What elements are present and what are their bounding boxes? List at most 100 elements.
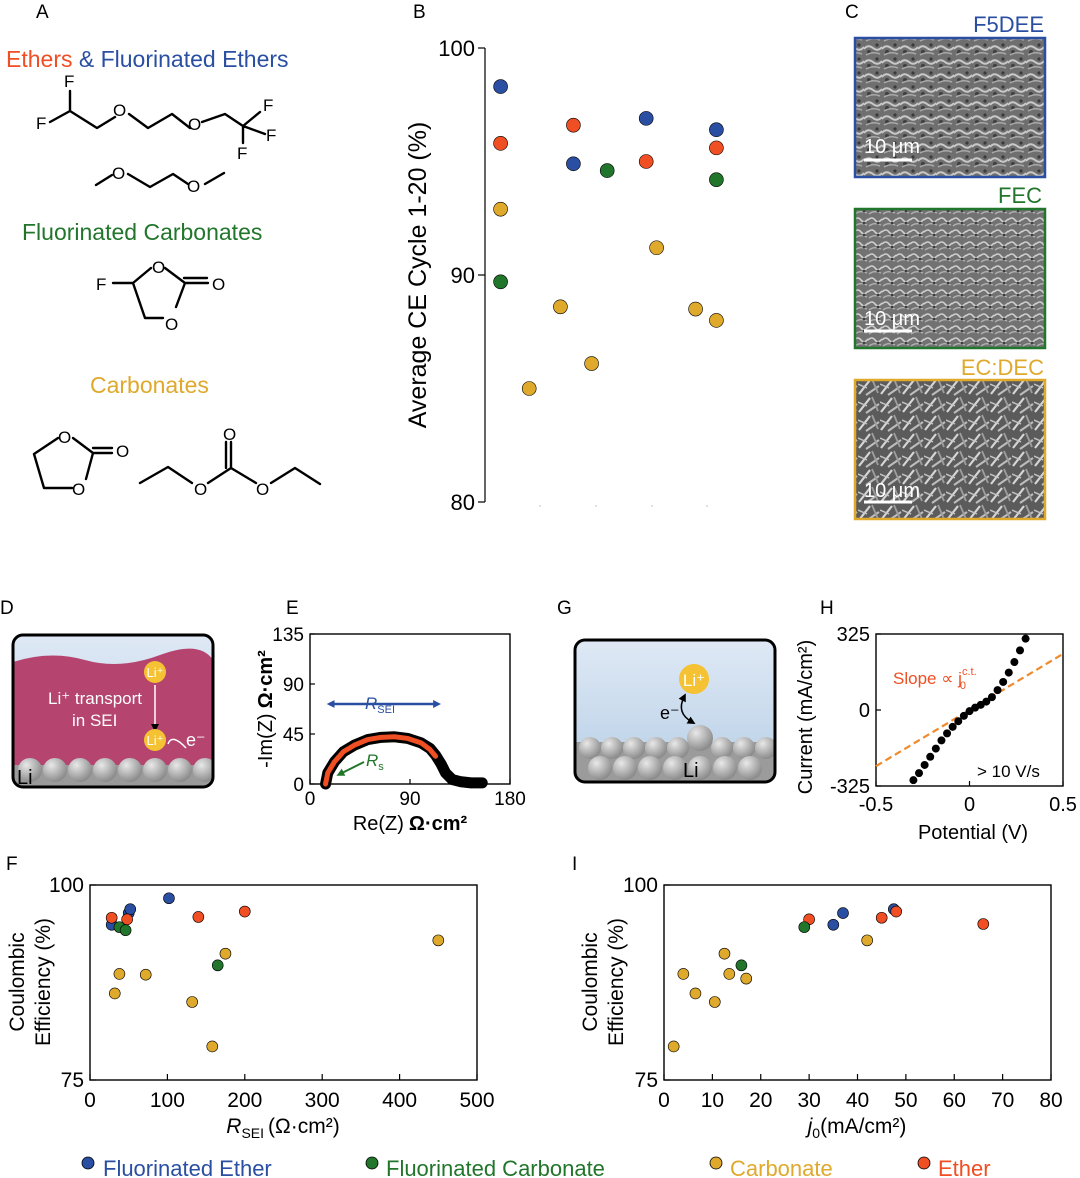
y-tick-label: 0 [859, 700, 870, 722]
point-fluorinated-carbonate [735, 959, 748, 972]
legend-label-carbonate: Carbonate [730, 1156, 833, 1178]
fluorinated-carbonates-title: Fluorinated Carbonates [22, 219, 262, 245]
panel-e-x-label: Re(Z) Ω·cm² [353, 813, 468, 835]
atom-o: O [194, 480, 207, 499]
li-metal-label: Li [683, 760, 699, 782]
atom-o: O [256, 480, 269, 499]
sem-image-ecdec [853, 378, 1047, 521]
sem-image-fec [853, 207, 1047, 350]
r-sei-label-sub: SEI [377, 704, 395, 716]
x-tick-label: 90 [399, 789, 420, 810]
x-tick-label: 0 [305, 789, 316, 810]
atom-o: O [58, 428, 71, 447]
x-tick-label: 0.5 [1049, 794, 1077, 816]
point-ether [709, 140, 724, 156]
point-carbonate [740, 972, 753, 985]
panel-h-chart: -0.5 0 0.5 -325 0 325 Current (mA/cm²) Potent… [795, 624, 1077, 844]
panel-c: F5DEE 10 μm FEC 10 μm EC:DEC 10 μm [853, 12, 1047, 521]
li-sphere [623, 737, 645, 759]
point-carbonate [709, 313, 724, 328]
li-sphere [711, 737, 733, 759]
point-ether [192, 911, 205, 923]
r-sei-label-main: R [365, 694, 377, 713]
sem-label-fec: FEC [998, 183, 1042, 208]
current-point [993, 686, 1002, 695]
li-sphere [688, 756, 712, 780]
li-ion-top [144, 661, 166, 683]
panel-f-points [105, 892, 445, 1053]
point-fluorinated-ether [493, 79, 508, 94]
panel-i-x-label-unit: (mA/cm²) [820, 1115, 906, 1138]
panel-i-y-label-2: Efficiency (%) [605, 918, 628, 1046]
panel-letter-a: A [36, 2, 49, 23]
li-sphere [755, 737, 775, 759]
atom-o: O [223, 425, 236, 444]
x-tick-label: 400 [382, 1089, 417, 1112]
point-carbonate [521, 381, 537, 396]
panel-f-y-label: Coulombic [6, 932, 29, 1031]
transport-label-line1: Li⁺ transport [48, 689, 142, 708]
x-guide-dot [539, 505, 541, 507]
point-carbonate [667, 1040, 680, 1053]
sem-label-f5dee: F5DEE [973, 12, 1044, 37]
r-s-arrow [336, 761, 365, 776]
li-ion-bottom-label: Li⁺ [147, 733, 164, 748]
panel-i-y-label: Coulombic [579, 932, 602, 1031]
panel-f-ticks: 0 100 200 300 400 500 75 100 [49, 874, 495, 1112]
panel-letter-b: B [413, 2, 426, 23]
atom-f: F [266, 126, 276, 145]
fit-impedance-curve [323, 734, 439, 787]
current-point [954, 717, 963, 726]
y-tick-label: 100 [438, 36, 475, 61]
x-tick-label: 10 [701, 1089, 724, 1112]
r-sei-label: RSEI [365, 694, 395, 716]
li-sphere [43, 758, 67, 782]
panel-letter-g: G [557, 598, 572, 619]
electron-arrow [167, 738, 187, 749]
point-fluorinated-carbonate [709, 172, 724, 187]
panel-e-y-unit: Ω·cm² [255, 650, 277, 709]
li-sphere [193, 758, 213, 782]
sem-image-f5dee [853, 36, 1047, 179]
fec-structure: F O O O [96, 258, 225, 334]
panel-i-x-label-main: j [805, 1115, 814, 1138]
point-ether [890, 905, 903, 918]
point-carbonate [493, 201, 508, 217]
slope-fit-line [875, 652, 1064, 768]
panel-i-points [667, 903, 990, 1053]
atom-f: F [36, 114, 46, 133]
point-fluorinated-carbonate [493, 274, 508, 290]
li-sphere [733, 737, 755, 759]
panel-a: Ethers & Fluorinated Ethers F F O O F F … [6, 46, 322, 499]
current-point [959, 711, 968, 720]
scale-bar-label: 10 μm [864, 308, 920, 330]
legend-marker-ether [917, 1156, 931, 1170]
x-tick-label: 70 [991, 1089, 1014, 1112]
panel-i-x-label: j0(mA/cm²) [805, 1115, 907, 1141]
atom-o: O [188, 115, 201, 134]
point-carbonate [206, 1040, 219, 1053]
point-fluorinated-ether [566, 156, 581, 172]
li-ion [679, 664, 709, 694]
atom-f: F [237, 144, 247, 163]
current-point [926, 752, 935, 761]
y-tick-label: 135 [272, 625, 304, 646]
x-tick-label: 200 [227, 1089, 262, 1112]
y-tick-label: 100 [623, 874, 658, 897]
point-ether [977, 918, 990, 930]
panel-f-x-label-unit: (Ω·cm²) [268, 1115, 340, 1138]
li-metal-spheres [575, 725, 775, 782]
panel-letter-h: H [820, 598, 834, 619]
point-carbonate [113, 968, 126, 980]
panel-i-x-label-sub: 0 [812, 1125, 820, 1141]
point-fluorinated-ether [837, 907, 849, 919]
y-tick-label: 100 [49, 874, 84, 897]
atom-o: O [152, 258, 165, 277]
atom-o: O [112, 164, 125, 183]
li-sphere [118, 758, 142, 782]
r-s-label-main: R [366, 751, 378, 770]
current-point [982, 697, 991, 706]
panel-d-frame [11, 633, 215, 789]
panel-f-x-label: RSEI (Ω·cm²) [226, 1115, 339, 1141]
panel-h-ticks: -0.5 0 0.5 -325 0 325 [830, 624, 1077, 816]
